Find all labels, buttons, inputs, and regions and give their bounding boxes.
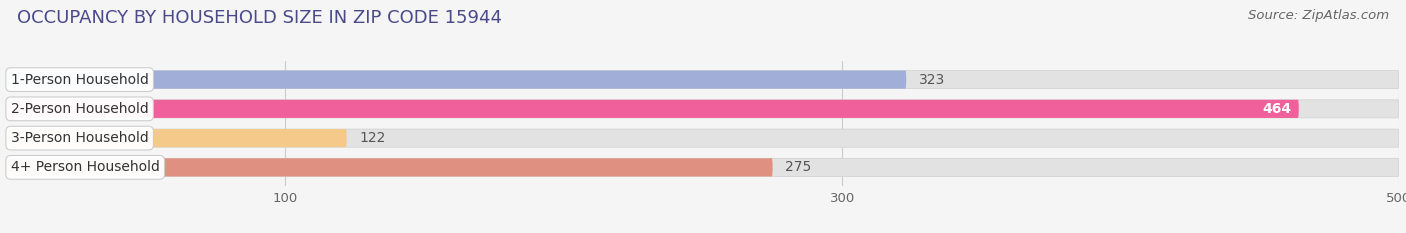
Text: 4+ Person Household: 4+ Person Household <box>11 160 160 174</box>
Text: OCCUPANCY BY HOUSEHOLD SIZE IN ZIP CODE 15944: OCCUPANCY BY HOUSEHOLD SIZE IN ZIP CODE … <box>17 9 502 27</box>
FancyBboxPatch shape <box>7 129 347 147</box>
FancyBboxPatch shape <box>7 100 1399 118</box>
Text: 122: 122 <box>359 131 385 145</box>
FancyBboxPatch shape <box>7 129 1399 147</box>
FancyBboxPatch shape <box>7 100 1299 118</box>
FancyBboxPatch shape <box>7 158 1399 176</box>
FancyBboxPatch shape <box>7 71 907 89</box>
FancyBboxPatch shape <box>7 71 1399 89</box>
Text: 3-Person Household: 3-Person Household <box>11 131 149 145</box>
Text: 1-Person Household: 1-Person Household <box>11 73 149 87</box>
FancyBboxPatch shape <box>7 158 773 176</box>
Text: 464: 464 <box>1263 102 1291 116</box>
Text: 323: 323 <box>918 73 945 87</box>
Text: 275: 275 <box>785 160 811 174</box>
Text: 2-Person Household: 2-Person Household <box>11 102 149 116</box>
Text: Source: ZipAtlas.com: Source: ZipAtlas.com <box>1249 9 1389 22</box>
